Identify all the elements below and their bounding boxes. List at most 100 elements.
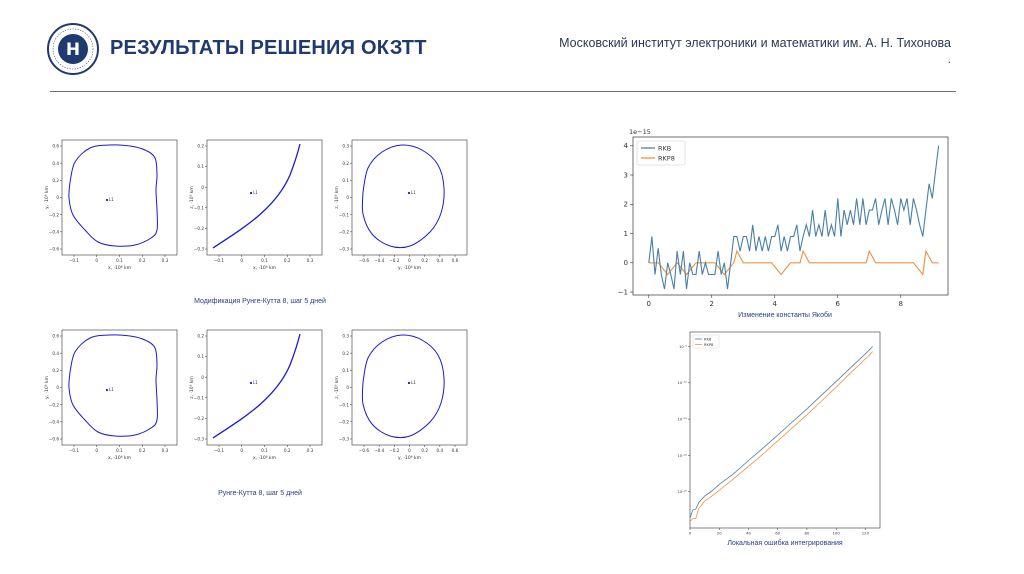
- x-tick-label: 0.6: [452, 448, 459, 453]
- plot-frame: [351, 329, 468, 446]
- l1-label: L1: [253, 190, 258, 195]
- caption-jacobi: Изменение константы Якоби: [738, 312, 832, 319]
- x-tick-label: 120: [862, 531, 870, 536]
- x-tick-label: 0.2: [139, 448, 146, 453]
- x-tick-label: 4: [773, 300, 778, 307]
- header-divider: [50, 91, 956, 92]
- y-tick-label: 0: [201, 185, 204, 190]
- y-axis-label: z, ·10⁶ km: [334, 186, 340, 209]
- orbit-trajectory: [68, 144, 158, 247]
- legend-label-rkp8: RKP8: [704, 343, 714, 347]
- x-axis-label: x, ·10⁶ km: [253, 265, 276, 271]
- l1-point: [249, 381, 253, 385]
- y-tick-label: 0: [346, 195, 349, 200]
- legend-label-rkb: RKB: [704, 337, 712, 341]
- x-tick-label: 0.2: [139, 258, 146, 263]
- y-tick-label: 10⁻¹⁰: [678, 381, 688, 385]
- x-tick-label: 8: [899, 300, 903, 307]
- l1-label: L1: [253, 380, 258, 385]
- series-line-rkp8: [689, 351, 873, 522]
- orbit-trajectory: [361, 334, 445, 439]
- x-tick-label: 0.2: [421, 258, 428, 263]
- y-tick-label: 0.1: [197, 164, 204, 169]
- y-tick-label: 0.2: [197, 334, 204, 339]
- y-tick-label: 4: [624, 142, 629, 150]
- y-tick-label: 10⁻²⁵: [678, 490, 688, 494]
- y-tick-label: 0.2: [52, 178, 59, 183]
- plot-frame: [206, 329, 323, 446]
- l1-point: [105, 388, 109, 392]
- y-tick-label: 0.3: [342, 144, 349, 149]
- y-tick-label: −0.2: [339, 419, 350, 424]
- x-tick-label: −0.1: [69, 448, 80, 453]
- y-tick-label: 0: [346, 385, 349, 390]
- y-axis-label: y, ·10⁶ km: [44, 186, 50, 209]
- y-tick-label: 0: [624, 259, 628, 267]
- orbit-plot-xz-modified: 0.2 0.1 0 −0.1 −0.2 −0.3 −0.1 0 0.1 0.2 0.3 x, ·10⁶…: [189, 139, 323, 271]
- x-tick-label: 80: [805, 531, 810, 536]
- y-tick-label: −0.1: [194, 395, 205, 400]
- institute-dot: .: [947, 52, 951, 66]
- x-tick-label: 0: [240, 448, 243, 453]
- y-tick-label: −0.4: [49, 229, 60, 234]
- y-tick-label: −0.6: [49, 437, 60, 442]
- y-tick-label: 0.2: [52, 368, 59, 373]
- x-tick-label: 0.1: [116, 258, 123, 263]
- x-axis-label: y, ·10⁶ km: [398, 455, 421, 461]
- y-tick-label: 10⁻²⁰: [678, 454, 688, 458]
- y-tick-label: −1: [618, 288, 628, 296]
- x-tick-label: 0.1: [116, 448, 123, 453]
- y-tick-label: −0.6: [49, 247, 60, 252]
- x-tick-label: 0: [95, 448, 98, 453]
- y-tick-label: 0: [201, 375, 204, 380]
- x-tick-label: 0.3: [307, 258, 314, 263]
- y-axis-label: z, ·10⁶ km: [189, 186, 195, 209]
- y-tick-label: 1: [624, 230, 628, 238]
- y-tick-label: 0: [56, 195, 59, 200]
- orbit-trajectory: [212, 333, 301, 439]
- x-axis-label: x, ·10⁶ km: [253, 455, 276, 461]
- x-tick-label: −0.6: [359, 258, 370, 263]
- x-tick-label: −0.1: [214, 448, 225, 453]
- x-tick-label: −0.2: [389, 448, 400, 453]
- y-tick-label: −0.2: [194, 416, 205, 421]
- x-tick-label: −0.1: [214, 258, 225, 263]
- x-tick-label: 0: [408, 258, 411, 263]
- l1-label: L1: [411, 380, 416, 385]
- x-tick-label: −0.4: [374, 448, 385, 453]
- y-tick-label: 0.2: [342, 161, 349, 166]
- x-tick-label: 0: [647, 300, 651, 307]
- l1-point: [249, 191, 253, 195]
- legend: RKB RKP8: [692, 334, 720, 349]
- y-tick-label: 10⁻¹⁵: [678, 418, 688, 422]
- orbit-trajectory: [68, 334, 158, 437]
- plot-frame: [206, 139, 323, 256]
- orbit-plot-xy-modified: 0.6 0.4 0.2 0 −0.2 −0.4 −0.6 −0.1 0 0.1 0.2 0.3 x, ·…: [44, 139, 178, 271]
- y-tick-label: −0.1: [339, 402, 350, 407]
- y-axis-label: z, ·10⁶ km: [189, 376, 195, 399]
- x-tick-label: −0.1: [69, 258, 80, 263]
- x-tick-label: −0.2: [389, 258, 400, 263]
- caption-row1: Модификация Рунге-Кутта 8, шаг 5 дней: [194, 298, 326, 305]
- y-tick-label: −0.3: [339, 437, 350, 442]
- x-tick-label: 0.1: [261, 448, 268, 453]
- plot-frame: [61, 139, 178, 256]
- y-tick-label: 0.6: [52, 334, 59, 339]
- x-tick-label: 0.1: [261, 258, 268, 263]
- x-tick-label: 0.3: [162, 258, 169, 263]
- y-tick-label: 3: [624, 171, 628, 179]
- l1-point: [407, 381, 411, 385]
- y-axis-label: y, ·10⁶ km: [44, 376, 50, 399]
- caption-row2: Рунге-Кутта 8, шаг 5 дней: [218, 490, 302, 497]
- y-tick-label: 0.1: [197, 354, 204, 359]
- x-tick-label: 0.3: [162, 448, 169, 453]
- y-tick-label: −0.3: [194, 247, 205, 252]
- x-tick-label: 0: [408, 448, 411, 453]
- x-tick-label: 40: [746, 531, 751, 536]
- legend-box: [636, 140, 686, 166]
- x-tick-label: 0.4: [436, 258, 443, 263]
- x-tick-label: 2: [710, 300, 714, 307]
- orbit-trajectory: [212, 143, 301, 249]
- x-tick-label: 6: [836, 300, 841, 307]
- x-tick-label: 0: [689, 531, 692, 536]
